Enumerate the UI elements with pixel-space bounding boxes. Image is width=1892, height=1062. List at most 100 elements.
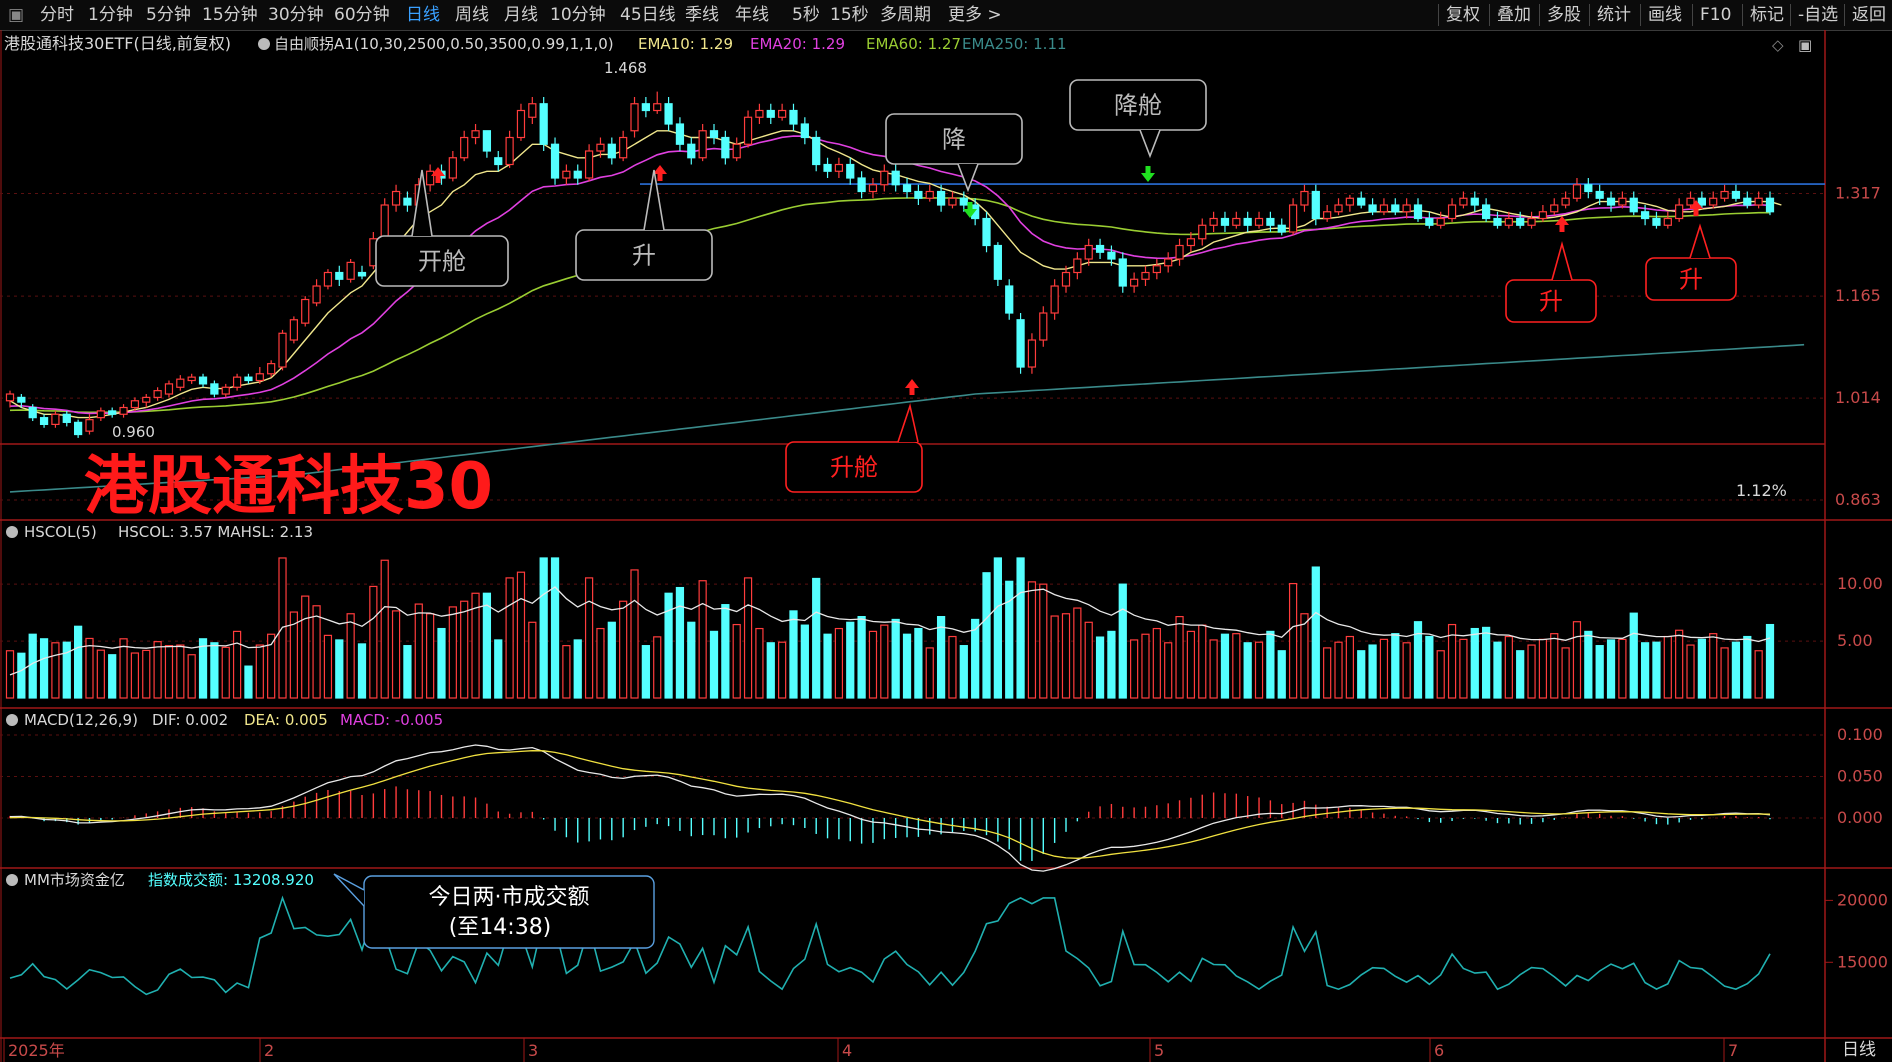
hscol-bar bbox=[1311, 566, 1320, 699]
hscol-bar bbox=[391, 610, 401, 699]
hscol-bar bbox=[1164, 642, 1173, 699]
toolbar-separator bbox=[1844, 4, 1845, 26]
candle-body bbox=[1368, 204, 1377, 213]
period-tab-15[interactable]: 多周期 bbox=[880, 5, 931, 25]
callout-sheng-3-text: 升 bbox=[1679, 266, 1703, 294]
candle-body bbox=[221, 386, 230, 395]
toolbar-btn-0[interactable]: 复权 bbox=[1446, 5, 1480, 25]
toolbar-btn-4[interactable]: 画线 bbox=[1648, 5, 1682, 25]
hscol-bar bbox=[1254, 641, 1264, 699]
hscol-bar bbox=[1300, 613, 1309, 699]
period-tab-9[interactable]: 10分钟 bbox=[550, 5, 606, 25]
candle-body bbox=[74, 421, 83, 436]
low-label: 0.960 bbox=[112, 423, 155, 441]
hscol-bar bbox=[301, 595, 310, 699]
hscol-bar bbox=[721, 604, 730, 699]
candle-body bbox=[108, 410, 117, 415]
period-tab-2[interactable]: 5分钟 bbox=[146, 5, 191, 25]
hscol-bar bbox=[460, 600, 469, 699]
mm-callout-box bbox=[363, 875, 655, 949]
candle-body bbox=[187, 376, 196, 382]
candle-body bbox=[1345, 197, 1354, 206]
chart-canvas: 1.317 1.165 1.014 0.863 港股通科技30ETF(日线,前复权) 自由… bbox=[0, 30, 1892, 1062]
ema-legend-0: EMA10: 1.29 bbox=[638, 35, 733, 53]
candle-body bbox=[993, 244, 1002, 280]
toolbar-btn-1[interactable]: 叠加 bbox=[1497, 5, 1531, 25]
period-tab-12[interactable]: 年线 bbox=[735, 5, 769, 25]
period-tab-14[interactable]: 15秒 bbox=[830, 5, 869, 25]
toolbar-btn-7[interactable]: -自选 bbox=[1798, 5, 1839, 25]
hscol-bar bbox=[687, 621, 696, 699]
price-tick-2: 1.014 bbox=[1835, 388, 1881, 407]
hscol-bar bbox=[823, 633, 832, 699]
hscol-bar bbox=[528, 621, 537, 699]
period-tab-7[interactable]: 周线 bbox=[455, 5, 489, 25]
candle-body bbox=[1164, 258, 1173, 267]
toolbar-separator bbox=[1539, 4, 1540, 26]
hscol-bar bbox=[743, 577, 753, 699]
hscol-bar bbox=[426, 613, 435, 699]
toolbar-btn-3[interactable]: 统计 bbox=[1597, 5, 1631, 25]
candle-body bbox=[755, 109, 764, 118]
hscol-bar bbox=[1606, 639, 1616, 699]
candle-body bbox=[460, 136, 469, 159]
hscol-bar bbox=[539, 557, 548, 699]
hscol-bar bbox=[1061, 613, 1071, 699]
hscol-bar bbox=[74, 625, 83, 699]
hscol-bar bbox=[176, 644, 185, 699]
hscol-bar bbox=[1277, 650, 1286, 699]
mm-label: MM市场资金亿 bbox=[24, 871, 125, 889]
callout-shengcang-box bbox=[785, 441, 923, 493]
candle-body bbox=[1731, 190, 1741, 199]
mm-tick-0: 20000 bbox=[1837, 890, 1888, 909]
candle-body bbox=[1459, 197, 1468, 206]
candle-body bbox=[1629, 197, 1638, 213]
ema250-line bbox=[9, 343, 1805, 493]
candle-body bbox=[1311, 190, 1320, 220]
toolbar-btn-8[interactable]: 返回 bbox=[1852, 5, 1886, 25]
hscol-bar bbox=[1629, 612, 1638, 699]
buy-arrow-3 bbox=[905, 379, 919, 395]
ema-legend-2: EMA60: 1.27 bbox=[866, 35, 961, 53]
candle-body bbox=[426, 170, 435, 186]
time-axis-label-2: 3 bbox=[528, 1041, 538, 1060]
hscol-bar bbox=[1572, 621, 1582, 699]
candle-body bbox=[573, 170, 582, 179]
hscol-bar bbox=[346, 613, 355, 699]
toolbar-btn-6[interactable]: 标记 bbox=[1750, 5, 1784, 25]
hscol-bar bbox=[494, 639, 503, 699]
period-tab-5[interactable]: 60分钟 bbox=[334, 5, 390, 25]
period-tab-1[interactable]: 1分钟 bbox=[88, 5, 133, 25]
period-toolbar: 分时 1分钟 5分钟 15分钟 30分钟 60分钟 日线 周线 月线 10分钟 45日线 季线 年线 5秒… bbox=[0, 0, 1892, 31]
toolbar-separator bbox=[1692, 4, 1693, 26]
period-tab-16[interactable]: 更多 > bbox=[948, 5, 1002, 25]
hscol-bar bbox=[857, 615, 866, 699]
toolbar-btn-5[interactable]: F10 bbox=[1700, 5, 1732, 25]
candle-body bbox=[1584, 184, 1593, 193]
panel-toggle-icon[interactable]: ▣ bbox=[8, 5, 25, 25]
candle-body bbox=[857, 177, 866, 193]
ema-legend-1: EMA20: 1.29 bbox=[750, 35, 845, 53]
hscol-bar bbox=[108, 654, 117, 699]
hscol-bar bbox=[698, 580, 707, 699]
hscol-bar bbox=[1640, 642, 1650, 699]
hscol-bar bbox=[1538, 638, 1548, 699]
hscol-bar bbox=[1084, 621, 1093, 699]
period-tab-11[interactable]: 季线 bbox=[685, 5, 719, 25]
hscol-bar bbox=[1675, 629, 1684, 699]
period-tab-10[interactable]: 45日线 bbox=[620, 5, 676, 25]
hscol-values: HSCOL: 3.57 MAHSL: 2.13 bbox=[118, 523, 313, 541]
period-tab-6[interactable]: 日线 bbox=[406, 5, 440, 25]
period-tab-13[interactable]: 5秒 bbox=[792, 5, 820, 25]
toolbar-btn-2[interactable]: 多股 bbox=[1547, 5, 1581, 25]
hscol-bar bbox=[1652, 641, 1661, 699]
period-tab-0[interactable]: 分时 bbox=[40, 5, 74, 25]
candle-body bbox=[471, 130, 480, 139]
hscol-bar bbox=[221, 646, 230, 699]
period-tab-3[interactable]: 15分钟 bbox=[202, 5, 258, 25]
hscol-bar bbox=[1118, 583, 1127, 699]
period-tab-8[interactable]: 月线 bbox=[504, 5, 538, 25]
callout-sheng-2-text: 升 bbox=[1539, 288, 1563, 316]
period-tab-4[interactable]: 30分钟 bbox=[268, 5, 324, 25]
hscol-bar bbox=[210, 642, 219, 699]
